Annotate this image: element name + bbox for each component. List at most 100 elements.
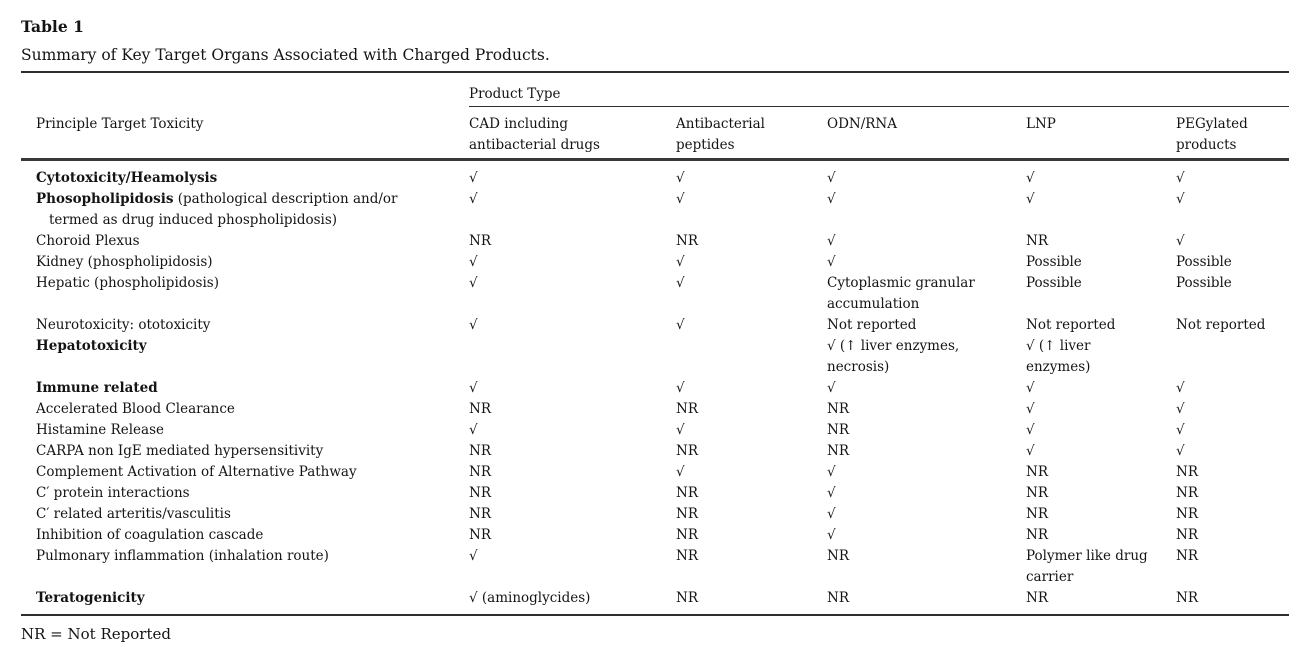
column-header-cad: CAD including antibacterial drugs [469,106,676,161]
cell-pegylated: Possible [1176,275,1232,291]
row-label-bold: Phosopholipidosis [36,191,174,207]
column-header-antibacterial-peptides: Antibacterial peptides [676,106,827,161]
cell-lnp: Not reported [1026,317,1116,333]
cell-cad: NR [469,233,491,249]
cell-lnp: √ (↑ liver enzymes) [1026,338,1091,375]
cell-pegylated: NR [1176,590,1198,606]
table-row: Cytotoxicity/Heamolysis √ √ √ √ √ [21,160,1289,190]
row-label-cell: Kidney (phospholipidosis) [21,252,469,273]
cell-cad: NR [469,506,491,522]
row-label: Accelerated Blood Clearance [36,401,235,417]
product-type-group-header: Product Type [469,72,1290,107]
cell-cad: √ [469,191,478,207]
row-label-cell: Histamine Release [21,420,469,441]
cell-odn-rna: NR [827,590,849,606]
table-row: C′ protein interactions NR NR √ NR NR [21,483,1289,504]
table-row: Immune related √ √ √ √ √ [21,378,1289,399]
cell-cad: √ [469,317,478,333]
row-label: Complement Activation of Alternative Pat… [36,464,357,480]
table-row: C′ related arteritis/vasculitis NR NR √ … [21,504,1289,525]
row-label: Choroid Plexus [36,233,140,249]
cell-lnp: NR [1026,233,1048,249]
cell-odn-rna: NR [827,548,849,564]
cell-antibacterial-peptides: NR [676,233,698,249]
cell-cad: √ [469,275,478,291]
cell-cad: NR [469,527,491,543]
row-label-cell: Teratogenicity [21,588,469,615]
group-header-row: Product Type [21,72,1290,107]
cell-odn-rna: √ [827,233,836,249]
cell-cad: NR [469,401,491,417]
cell-lnp: NR [1026,590,1048,606]
cell-pegylated: √ [1176,443,1185,459]
row-label: (pathological description and/or termed … [49,191,398,228]
cell-odn-rna: NR [827,422,849,438]
cell-pegylated: NR [1176,506,1198,522]
cell-lnp: NR [1026,527,1048,543]
cell-antibacterial-peptides: √ [676,464,685,480]
row-label-bold: Cytotoxicity/Heamolysis [36,170,218,186]
cell-cad: NR [469,443,491,459]
cell-cad: √ [469,548,478,564]
cell-lnp: √ [1026,191,1035,207]
column-header-principle-target-toxicity: Principle Target Toxicity [21,106,469,161]
row-label-cell: Hepatotoxicity [21,336,469,378]
cell-pegylated: NR [1176,485,1198,501]
cell-odn-rna: Cytoplasmic granular accumulation [827,275,975,312]
table-row: Choroid Plexus NR NR √ NR √ [21,231,1289,252]
footnote: NR = Not Reported [21,625,171,643]
cell-antibacterial-peptides: NR [676,443,698,459]
cell-cad: NR [469,485,491,501]
cell-pegylated: Not reported [1176,317,1266,333]
table-row: Accelerated Blood Clearance NR NR NR √ √ [21,399,1289,420]
cell-lnp: √ [1026,170,1035,186]
cell-pegylated: √ [1176,401,1185,417]
cell-antibacterial-peptides: NR [676,401,698,417]
cell-cad: √ [469,422,478,438]
cell-lnp: Polymer like drug carrier [1026,548,1148,585]
table-row: Kidney (phospholipidosis) √ √ √ Possible… [21,252,1289,273]
row-label-bold: Immune related [36,380,158,396]
cell-lnp: √ [1026,401,1035,417]
cell-lnp: Possible [1026,275,1082,291]
cell-cad: √ (aminoglycides) [469,590,591,606]
row-label-cell: Accelerated Blood Clearance [21,399,469,420]
column-header-pegylated-products: PEGylated products [1176,106,1290,161]
table-body: Cytotoxicity/Heamolysis √ √ √ √ √ Phosop… [21,160,1289,616]
cell-odn-rna: Not reported [827,317,917,333]
row-label: Inhibition of coagulation cascade [36,527,264,543]
cell-pegylated: √ [1176,170,1185,186]
table-title: Table 1 [21,17,84,36]
cell-antibacterial-peptides: √ [676,422,685,438]
cell-odn-rna: √ [827,464,836,480]
cell-antibacterial-peptides: NR [676,506,698,522]
row-label: Pulmonary inflammation (inhalation route… [36,548,329,564]
row-label-bold: Teratogenicity [36,590,145,606]
cell-antibacterial-peptides: √ [676,191,685,207]
cell-antibacterial-peptides: √ [676,254,685,270]
cell-odn-rna: √ [827,191,836,207]
cell-lnp: √ [1026,443,1035,459]
cell-antibacterial-peptides: √ [676,317,685,333]
cell-odn-rna: √ [827,254,836,270]
row-label-cell: Choroid Plexus [21,231,469,252]
cell-pegylated: Possible [1176,254,1232,270]
row-label: Hepatic (phospholipidosis) [36,275,219,291]
row-label: C′ protein interactions [36,485,190,501]
cell-antibacterial-peptides [676,336,827,378]
data-table: Product Type Principle Target Toxicity C… [21,71,1290,616]
row-label-cell: Pulmonary inflammation (inhalation route… [21,546,469,588]
table-row: Teratogenicity √ (aminoglycides) NR NR N… [21,588,1289,615]
table-row: Phosopholipidosis (pathological descript… [21,189,1289,231]
row-label-cell: Immune related [21,378,469,399]
row-label-cell: C′ related arteritis/vasculitis [21,504,469,525]
row-label-cell: Complement Activation of Alternative Pat… [21,462,469,483]
row-label-cell: Phosopholipidosis (pathological descript… [21,189,469,231]
row-label-bold: Hepatotoxicity [36,338,147,354]
table-subtitle: Summary of Key Target Organs Associated … [21,46,550,64]
cell-pegylated: NR [1176,527,1198,543]
cell-odn-rna: √ (↑ liver enzymes, necrosis) [827,338,960,375]
cell-pegylated: NR [1176,548,1198,564]
row-label-cell: Hepatic (phospholipidosis) [21,273,469,315]
